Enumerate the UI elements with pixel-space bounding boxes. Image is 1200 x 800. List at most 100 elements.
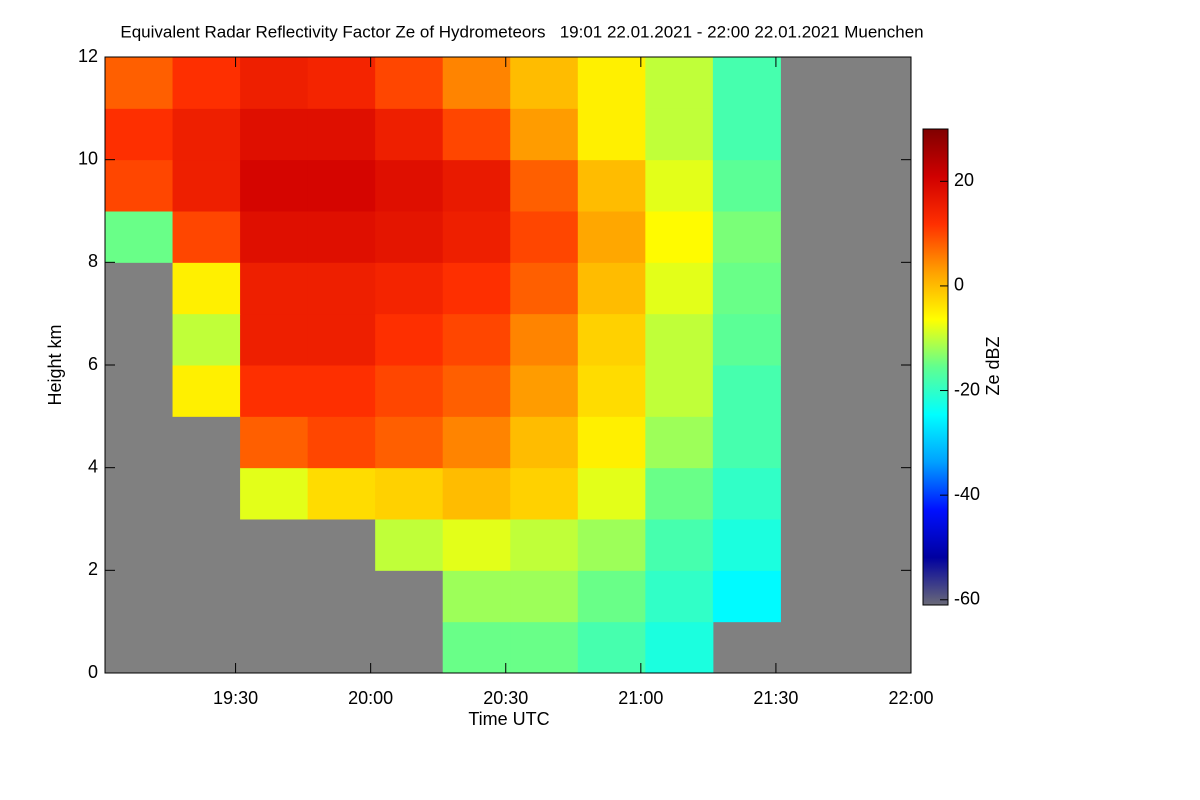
- heatmap-cell: [712, 519, 781, 571]
- heatmap-cell: [105, 159, 174, 212]
- heatmap-cell: [307, 108, 376, 161]
- heatmap-cell: [172, 313, 241, 366]
- heatmap-cell: [577, 108, 646, 161]
- x-axis-label: Time UTC: [468, 709, 549, 729]
- heatmap-cell: [645, 621, 714, 674]
- heatmap-cell: [442, 313, 511, 366]
- heatmap-cell: [307, 467, 376, 520]
- heatmap-cell: [307, 211, 376, 263]
- heatmap-cell: [307, 159, 376, 212]
- x-tick-label: 20:30: [483, 688, 528, 708]
- heatmap-cell: [240, 108, 309, 161]
- heatmap-cell: [442, 621, 511, 674]
- heatmap-cell: [577, 570, 646, 623]
- heatmap-cell: [712, 416, 781, 469]
- heatmap-cell: [442, 57, 511, 109]
- heatmap-cell: [172, 159, 241, 212]
- heatmap-cell: [510, 262, 579, 315]
- heatmap-cell: [712, 108, 781, 161]
- heatmap-cell: [307, 262, 376, 315]
- heatmap-cell: [577, 313, 646, 366]
- chart-title: Equivalent Radar Reflectivity Factor Ze …: [120, 22, 923, 41]
- x-tick-label: 21:30: [753, 688, 798, 708]
- heatmap-cell: [510, 211, 579, 263]
- y-tick-label: 4: [88, 456, 98, 476]
- heatmap-cell: [577, 416, 646, 469]
- heatmap-cell: [307, 313, 376, 366]
- heatmap-cell: [577, 159, 646, 212]
- heatmap-cell: [375, 365, 444, 417]
- heatmap-cell: [577, 467, 646, 520]
- heatmap-cell: [645, 108, 714, 161]
- heatmap-cell: [645, 159, 714, 212]
- heatmap-cell: [577, 57, 646, 109]
- heatmap-cell: [442, 211, 511, 263]
- heatmap-cell: [712, 57, 781, 109]
- heatmap-cell: [442, 519, 511, 571]
- heatmap-cell: [645, 570, 714, 623]
- heatmap-cell: [645, 57, 714, 109]
- heatmap-cell: [510, 621, 579, 674]
- heatmap-cell: [442, 416, 511, 469]
- heatmap-cell: [645, 519, 714, 571]
- heatmap-cell: [510, 108, 579, 161]
- heatmap-cell: [712, 570, 781, 623]
- heatmap-cell: [712, 159, 781, 212]
- heatmap-cell: [375, 108, 444, 161]
- heatmap-cell: [240, 159, 309, 212]
- heatmap-cell: [442, 108, 511, 161]
- heatmap-cell: [240, 211, 309, 263]
- heatmap-cell: [105, 211, 174, 263]
- colorbar-tick-label: -20: [954, 379, 980, 399]
- heatmap-cell: [577, 365, 646, 417]
- heatmap-cell: [712, 262, 781, 315]
- heatmap-cell: [645, 365, 714, 417]
- heatmap-cell: [172, 365, 241, 417]
- heatmap-cell: [105, 108, 174, 161]
- heatmap-cell: [240, 262, 309, 315]
- heatmap-cell: [172, 108, 241, 161]
- heatmap-cell: [240, 313, 309, 366]
- heatmap-cell: [510, 313, 579, 366]
- heatmap-cell: [645, 467, 714, 520]
- heatmap-cell: [442, 365, 511, 417]
- heatmap-cell: [712, 211, 781, 263]
- heatmap-cell: [712, 313, 781, 366]
- heatmap-cell: [712, 467, 781, 520]
- heatmap-cell: [240, 416, 309, 469]
- colorbar-label: Ze dBZ: [983, 336, 1003, 395]
- heatmap-cell: [375, 313, 444, 366]
- heatmap-cell: [645, 313, 714, 366]
- heatmap-cell: [442, 467, 511, 520]
- y-tick-label: 8: [88, 251, 98, 271]
- heatmap-cell: [510, 467, 579, 520]
- heatmap-cell: [307, 365, 376, 417]
- heatmap-cell: [307, 57, 376, 109]
- colorbar-tick-label: -40: [954, 484, 980, 504]
- colorbar-tick-label: 0: [954, 275, 964, 295]
- heatmap-cell: [307, 416, 376, 469]
- heatmap-cell: [240, 365, 309, 417]
- x-tick-label: 21:00: [618, 688, 663, 708]
- heatmap-cell: [375, 416, 444, 469]
- heatmap-cell: [510, 159, 579, 212]
- y-tick-label: 6: [88, 354, 98, 374]
- heatmap-cell: [375, 519, 444, 571]
- heatmap-cell: [172, 57, 241, 109]
- heatmap-cell: [375, 262, 444, 315]
- y-tick-label: 2: [88, 559, 98, 579]
- colorbar-tick-label: 20: [954, 170, 974, 190]
- heatmap-cell: [240, 57, 309, 109]
- heatmap-cell: [645, 416, 714, 469]
- heatmap-cell: [712, 365, 781, 417]
- heatmap-cell: [442, 570, 511, 623]
- heatmap-cell: [375, 57, 444, 109]
- heatmap-cell: [577, 519, 646, 571]
- x-tick-label: 19:30: [213, 688, 258, 708]
- y-axis-label: Height km: [45, 324, 65, 405]
- y-tick-label: 10: [78, 148, 98, 168]
- heatmap-cell: [442, 159, 511, 212]
- heatmap-cell: [645, 211, 714, 263]
- heatmap-cell: [510, 57, 579, 109]
